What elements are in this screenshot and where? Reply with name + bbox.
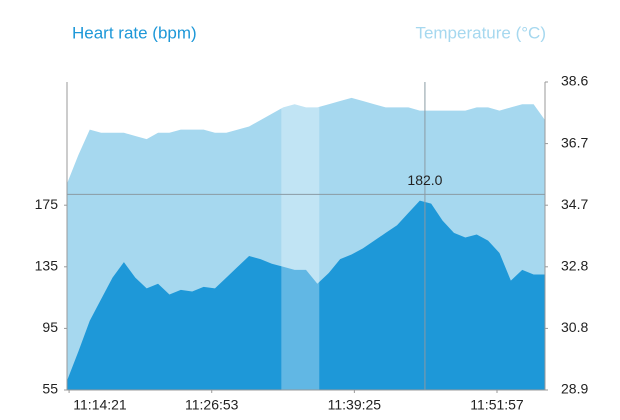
y-tick-label: 135 [35,258,59,274]
x-tick-label: 11:51:57 [470,397,524,413]
right-axis-title: Temperature (°C) [415,23,546,42]
y2-tick-label: 34.7 [561,196,588,212]
highlight-band [281,82,320,390]
y-tick-label: 55 [42,381,58,397]
x-tick-label: 11:39:25 [328,397,382,413]
y-tick-label: 95 [42,319,58,335]
left-axis-title: Heart rate (bpm) [72,23,197,42]
y2-tick-label: 28.9 [561,381,588,397]
x-tick-label: 11:14:21 [73,397,127,413]
x-tick-label: 11:26:53 [185,397,239,413]
y2-tick-label: 30.8 [561,319,588,335]
area-series [67,200,545,390]
y2-tick-label: 32.8 [561,258,588,274]
y2-tick-label: 38.6 [561,73,588,89]
y-tick-label: 175 [35,196,59,212]
y2-tick-label: 36.7 [561,134,588,150]
crosshair-label: 182.0 [407,172,442,188]
